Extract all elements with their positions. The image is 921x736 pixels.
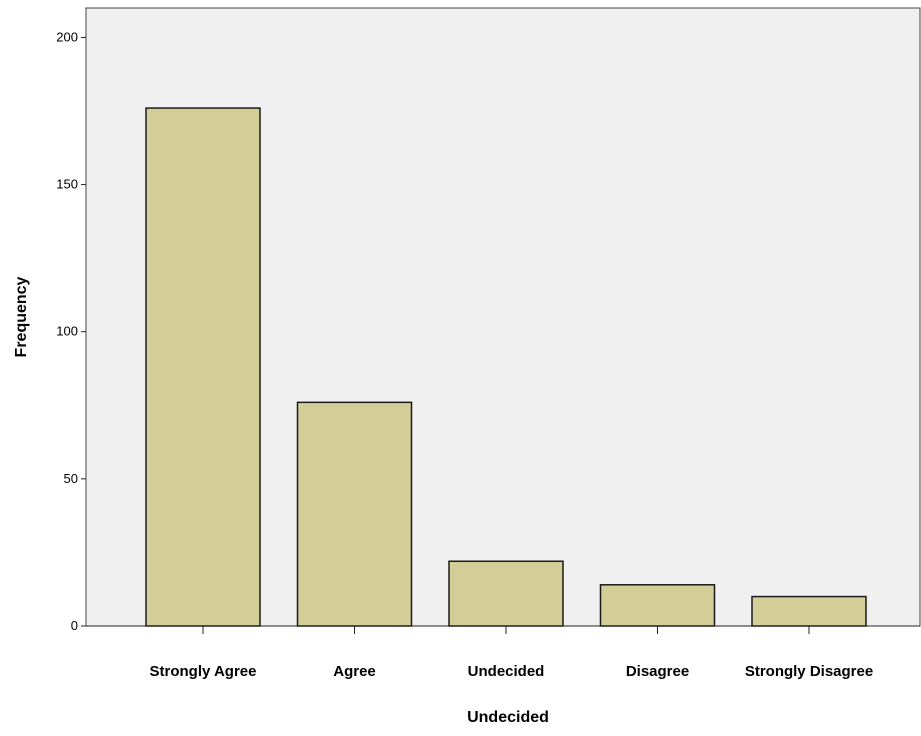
bar-strongly-disagree [751,595,867,627]
y-tick-label: 150 [56,177,78,192]
bar-disagree [599,584,716,627]
bar-agree [296,401,413,627]
x-tick-label: Strongly Disagree [745,663,873,680]
x-tick-label: Disagree [626,663,689,680]
bars [145,107,867,627]
bar-undecided [448,560,564,627]
y-tick-label: 0 [71,618,78,633]
y-tick-label: 100 [56,324,78,339]
x-tick-label: Strongly Agree [150,663,257,680]
y-tick-label: 50 [64,471,78,486]
y-axis: 0 50 100 150 200 [56,29,86,633]
x-axis: Strongly Agree Agree Undecided Disagree Stro… [150,626,873,680]
bar-strongly-agree [145,107,261,627]
x-tick-label: Agree [333,663,376,680]
y-axis-title: Frequency [13,276,30,357]
y-tick-label: 200 [56,29,78,44]
x-tick-label: Undecided [468,663,545,680]
x-axis-title: Undecided [467,709,549,726]
